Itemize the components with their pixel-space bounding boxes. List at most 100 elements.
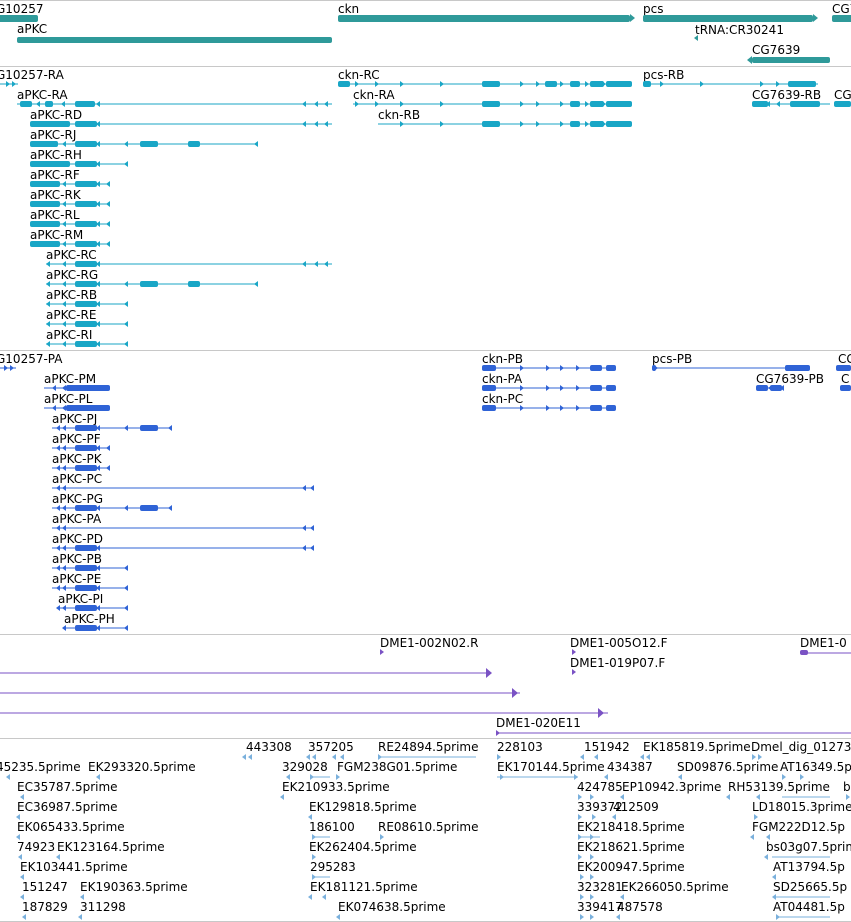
cdna-label[interactable]: SD09876.5prime xyxy=(677,760,779,774)
transcript-label[interactable]: ckn-RC xyxy=(338,68,380,82)
exon-block[interactable] xyxy=(75,321,97,327)
exon-block[interactable] xyxy=(75,565,97,571)
cdna-label[interactable]: RH53139.5prime xyxy=(728,780,830,794)
cdna-label[interactable]: EK181121.5prime xyxy=(310,880,418,894)
transcript-label[interactable]: aPKC-RC xyxy=(46,248,97,262)
exon-block[interactable] xyxy=(30,221,60,227)
exon-block[interactable] xyxy=(590,81,604,87)
exon-block[interactable] xyxy=(606,365,616,371)
cdna-label[interactable]: EK185819.5prime xyxy=(643,740,751,754)
exon-block[interactable] xyxy=(606,81,632,87)
protein-label[interactable]: aPKC-PD xyxy=(52,532,103,546)
protein-label[interactable]: pcs-PB xyxy=(652,352,693,366)
transcript-label[interactable]: aPKC-RM xyxy=(30,228,84,242)
cdna-label[interactable]: FGM222D12.5p xyxy=(752,820,846,834)
exon-block[interactable] xyxy=(75,121,97,127)
cdna-label[interactable]: 311298 xyxy=(80,900,126,914)
exon-block[interactable] xyxy=(45,101,53,107)
cdna-label[interactable]: EK074638.5prime xyxy=(338,900,446,914)
exon-block[interactable] xyxy=(75,465,97,471)
cdna-label[interactable]: EK123164.5prime xyxy=(57,840,165,854)
gene-bar[interactable] xyxy=(17,37,332,43)
est-label[interactable]: DME1-002N02.R xyxy=(380,636,479,650)
exon-block[interactable] xyxy=(590,121,604,127)
exon-block[interactable] xyxy=(643,81,651,87)
gene-label[interactable]: CG7639 xyxy=(752,43,801,57)
cdna-label[interactable]: 74923 xyxy=(17,840,56,854)
cdna-label[interactable]: EK103441.5prime xyxy=(20,860,128,874)
cdna-label[interactable]: SD25665.5p xyxy=(773,880,848,894)
exon-block[interactable] xyxy=(840,385,851,391)
est-label[interactable]: DME1-0 xyxy=(800,636,847,650)
transcript-label[interactable]: aPKC-RI xyxy=(46,328,93,342)
cdna-label[interactable]: 339417 xyxy=(577,900,623,914)
exon-block[interactable] xyxy=(75,425,97,431)
transcript-label[interactable]: aPKC-RA xyxy=(17,88,68,102)
exon-block[interactable] xyxy=(188,281,200,287)
protein-label[interactable]: aPKC-PC xyxy=(52,472,103,486)
cdna-label[interactable]: Dmel_dig_01273 xyxy=(751,740,851,754)
protein-label[interactable]: aPKC-PA xyxy=(52,512,102,526)
cdna-label[interactable]: EK262404.5prime xyxy=(309,840,417,854)
exon-block[interactable] xyxy=(790,101,820,107)
cdna-label[interactable]: EK218621.5prime xyxy=(577,840,685,854)
gene-label[interactable]: G10257 xyxy=(0,2,44,16)
protein-label[interactable]: aPKC-PH xyxy=(64,612,115,626)
transcript-label[interactable]: ckn-RB xyxy=(378,108,421,122)
transcript-label[interactable]: G10257-RA xyxy=(0,68,64,82)
cdna-label[interactable]: EP10942.3prime xyxy=(622,780,722,794)
cdna-label[interactable]: AT13794.5p xyxy=(773,860,845,874)
gene-bar[interactable] xyxy=(338,15,630,22)
exon-block[interactable] xyxy=(75,625,97,631)
protein-label[interactable]: aPKC-PI xyxy=(58,592,104,606)
exon-block[interactable] xyxy=(75,161,97,167)
cdna-label[interactable]: EK218418.5prime xyxy=(577,820,685,834)
transcript-label[interactable]: aPKC-RJ xyxy=(30,128,77,142)
cdna-label[interactable]: 186100 xyxy=(309,820,355,834)
exon-block[interactable] xyxy=(752,101,768,107)
exon-block[interactable] xyxy=(66,405,110,411)
cdna-label[interactable]: EC36987.5prime xyxy=(17,800,118,814)
cdna-label[interactable]: RE08610.5prime xyxy=(378,820,479,834)
cdna-label[interactable]: 228103 xyxy=(497,740,543,754)
gene-bar[interactable] xyxy=(643,15,813,22)
exon-block[interactable] xyxy=(482,365,496,371)
protein-label[interactable]: aPKC-PF xyxy=(52,432,101,446)
exon-block[interactable] xyxy=(75,241,97,247)
exon-block[interactable] xyxy=(545,81,557,87)
exon-block[interactable] xyxy=(75,585,97,591)
cdna-label[interactable]: EK065433.5prime xyxy=(17,820,125,834)
exon-block[interactable] xyxy=(75,261,97,267)
exon-block[interactable] xyxy=(770,385,782,391)
cdna-label[interactable]: 329028 xyxy=(282,760,328,774)
cdna-label[interactable]: 45235.5prime xyxy=(0,760,81,774)
exon-block[interactable] xyxy=(590,365,602,371)
exon-block[interactable] xyxy=(834,101,851,107)
gene-bar[interactable] xyxy=(832,15,851,22)
exon-block[interactable] xyxy=(140,505,158,511)
exon-block[interactable] xyxy=(140,141,158,147)
gene-label[interactable]: pcs xyxy=(643,2,664,16)
exon-block[interactable] xyxy=(482,121,500,127)
exon-block[interactable] xyxy=(606,101,632,107)
gene-label[interactable]: CG7 xyxy=(832,2,851,16)
protein-label[interactable]: CG7639-PB xyxy=(756,372,825,386)
exon-block[interactable] xyxy=(140,425,158,431)
est-label[interactable]: DME1-019P07.F xyxy=(570,656,666,670)
cdna-label[interactable]: 412509 xyxy=(613,800,659,814)
cdna-label[interactable]: EK210933.5prime xyxy=(282,780,390,794)
exon-block[interactable] xyxy=(30,241,60,247)
exon-block[interactable] xyxy=(75,445,97,451)
est-block[interactable] xyxy=(800,650,808,655)
exon-block[interactable] xyxy=(75,201,97,207)
cdna-label[interactable]: 424785 xyxy=(577,780,623,794)
cdna-label[interactable]: EC35787.5prime xyxy=(17,780,118,794)
cdna-label[interactable]: 434387 xyxy=(607,760,653,774)
gene-bar[interactable] xyxy=(0,15,38,22)
protein-label[interactable]: C xyxy=(841,372,850,386)
exon-block[interactable] xyxy=(75,281,97,287)
exon-block[interactable] xyxy=(30,141,58,147)
exon-block[interactable] xyxy=(30,181,60,187)
exon-block[interactable] xyxy=(30,161,70,167)
cdna-label[interactable]: 487578 xyxy=(617,900,663,914)
